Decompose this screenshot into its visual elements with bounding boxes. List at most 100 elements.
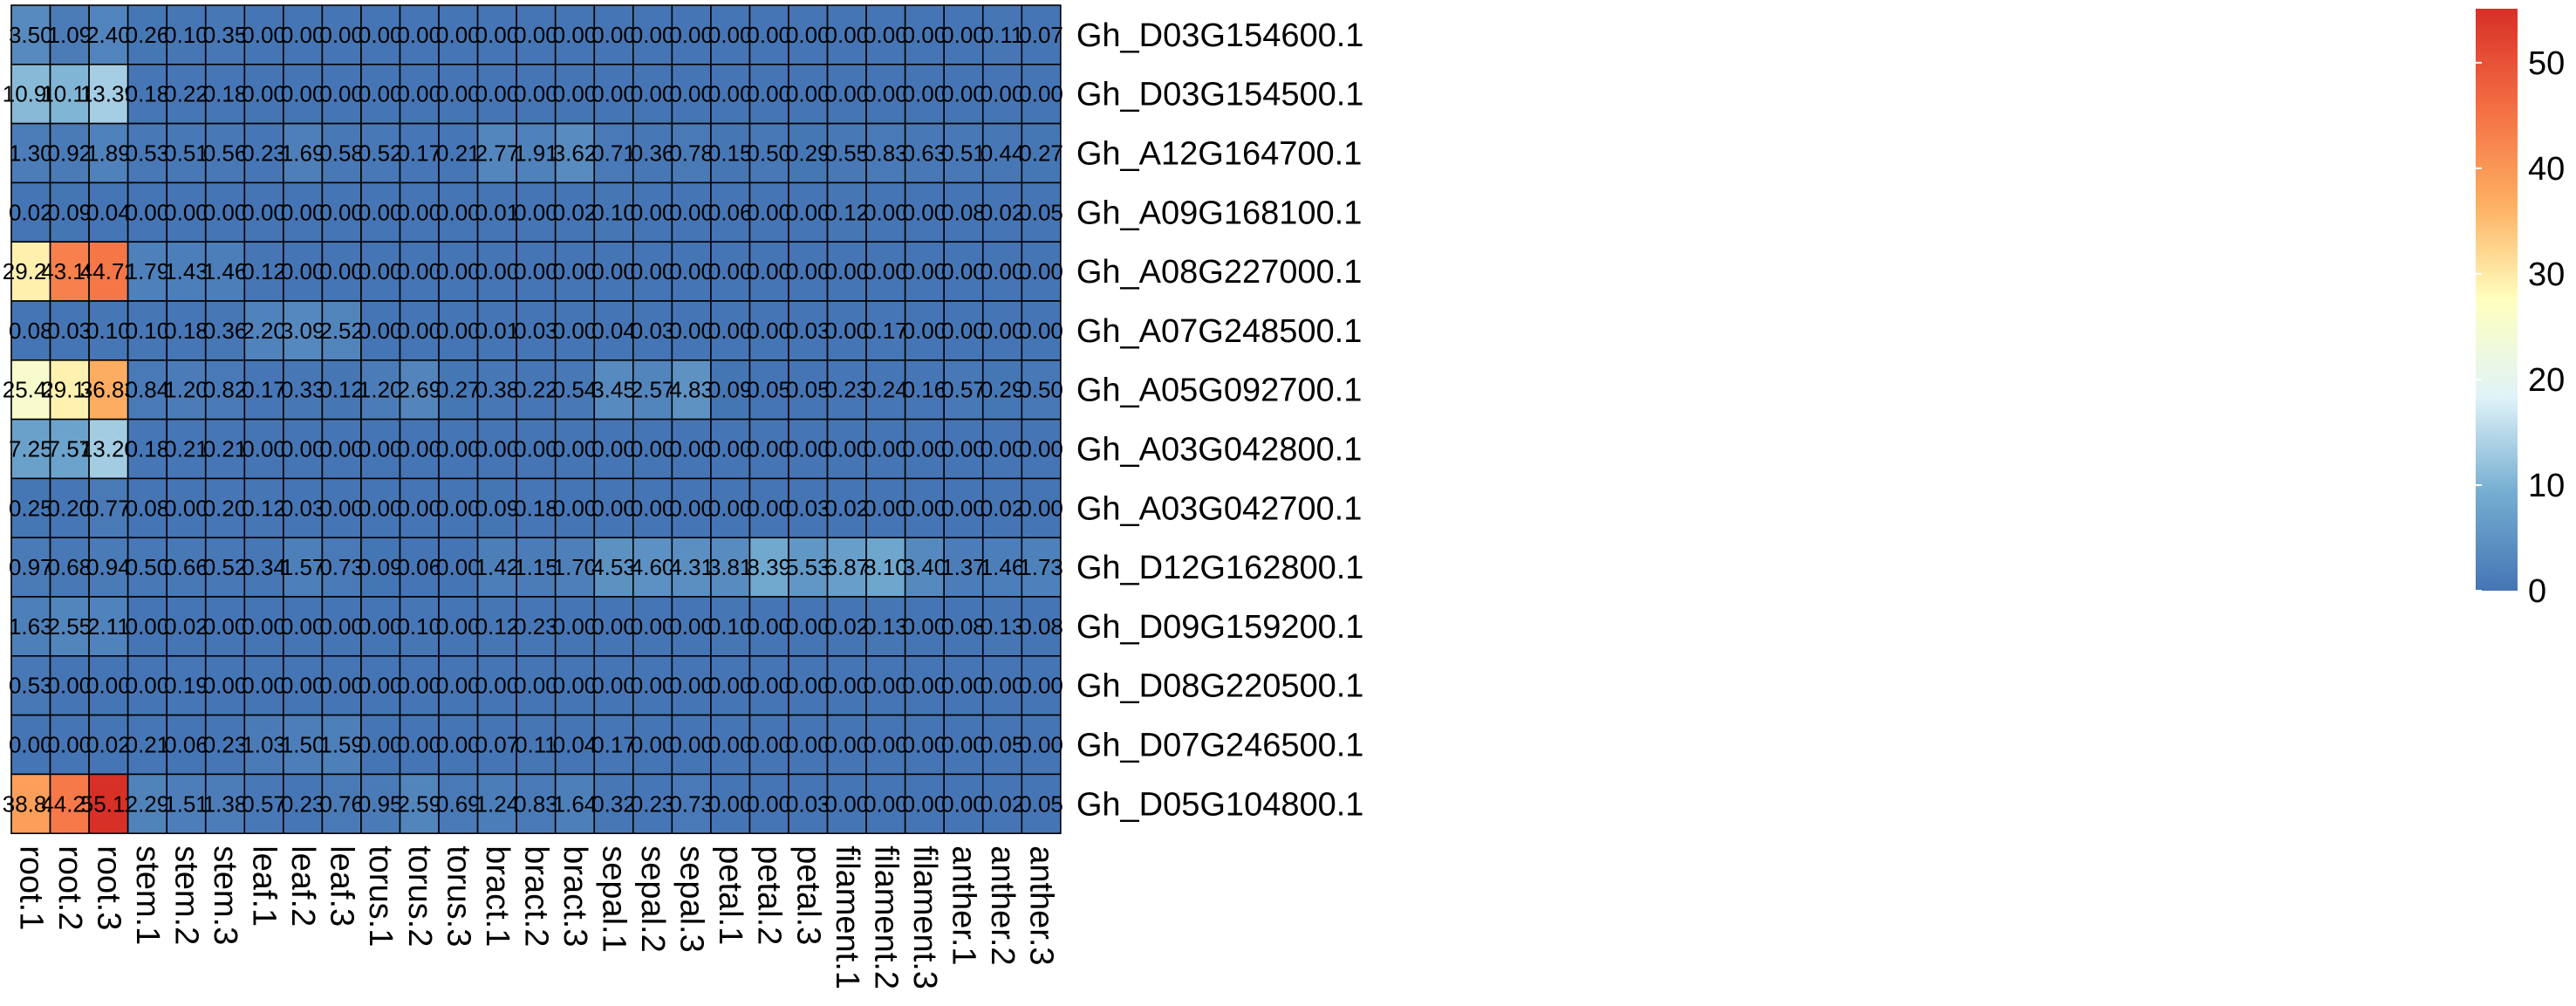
cell-value-label: 2.52 — [319, 318, 364, 344]
heatmap-cell — [204, 122, 246, 184]
cell-value-label: 0.00 — [669, 258, 714, 284]
heatmap-cell — [126, 122, 167, 184]
cell-value-label: 1.64 — [553, 790, 598, 817]
cell-value-label: 0.00 — [281, 673, 325, 699]
heatmap-cell — [981, 241, 1023, 302]
heatmap-cell — [399, 359, 440, 421]
heatmap-cell — [788, 122, 829, 184]
heatmap-cell — [126, 773, 167, 835]
cell-value-label: 1.30 — [9, 140, 53, 167]
cell-value-label: 0.02 — [164, 613, 208, 640]
heatmap-cell — [710, 300, 751, 361]
heatmap-cell — [243, 122, 284, 184]
cell-value-label: 0.00 — [514, 673, 558, 699]
cell-value-label: 0.00 — [553, 436, 598, 462]
heatmap-cell — [360, 773, 401, 835]
cell-value-label: 0.12 — [242, 495, 286, 521]
column-label: root.3 — [90, 845, 126, 930]
cell-value-label: 0.03 — [514, 318, 558, 344]
heatmap-cell — [710, 122, 751, 184]
cell-value-label: 0.00 — [514, 258, 558, 284]
column-label: leaf.3 — [324, 845, 360, 927]
cell-value-label: 0.38 — [475, 377, 520, 403]
heatmap-cell — [981, 300, 1023, 361]
cell-value-label: 0.21 — [164, 436, 208, 462]
cell-value-label: 0.51 — [941, 140, 986, 167]
cell-value-label: 0.00 — [941, 732, 986, 758]
heatmap-cell — [865, 714, 906, 776]
heatmap-cell — [710, 477, 751, 539]
heatmap-cell — [438, 596, 479, 657]
cell-value-label: 0.92 — [48, 140, 92, 167]
cell-value-label: 0.02 — [981, 790, 1025, 817]
cell-value-label: 1.20 — [359, 377, 403, 403]
heatmap-cell — [904, 241, 946, 302]
heatmap-cell — [1021, 773, 1062, 835]
cell-value-label: 0.35 — [203, 22, 248, 48]
column-label: torus.1 — [362, 845, 399, 947]
cell-value-label: 0.00 — [903, 673, 947, 699]
cell-value-label: 0.00 — [319, 495, 364, 521]
heatmap-cell — [88, 359, 129, 421]
cell-value-label: 0.71 — [591, 140, 636, 167]
cell-value-label: 0.00 — [903, 22, 947, 48]
cell-value-label: 0.00 — [786, 673, 830, 699]
cell-value-label: 7.25 — [9, 436, 53, 462]
heatmap-cell — [516, 477, 557, 539]
cell-value-label: 2.55 — [48, 613, 92, 640]
cell-value-label: 0.00 — [475, 81, 520, 107]
column-label: root.2 — [51, 845, 88, 930]
column-labels: root.1 root.2 root.3 stem.1 stem.2 stem.3 leaf… — [12, 845, 1059, 989]
cell-value-label: 3.81 — [708, 554, 753, 580]
cell-value-label: 0.00 — [436, 495, 481, 521]
cell-value-label: 0.00 — [747, 318, 791, 344]
cell-value-label: 0.00 — [397, 732, 441, 758]
cell-value-label: 0.11 — [515, 732, 557, 758]
cell-value-label: 0.00 — [359, 613, 403, 640]
cell-value-label: 0.97 — [9, 554, 53, 580]
cell-value-label: 0.18 — [514, 495, 558, 521]
heatmap-cell — [788, 773, 829, 835]
heatmap-cell — [865, 300, 906, 361]
cell-value-label: 0.17 — [397, 140, 441, 167]
heatmap-cell — [904, 654, 946, 716]
heatmap-cell — [166, 64, 207, 125]
heatmap-cell — [593, 359, 634, 421]
heatmap-cell — [671, 654, 712, 716]
heatmap-cell — [204, 477, 246, 539]
heatmap-cells: 3.501.092.400.260.100.350.000.000.000.00… — [3, 4, 1063, 835]
cell-value-label: 0.00 — [359, 318, 403, 344]
cell-value-label: 0.00 — [941, 673, 986, 699]
cell-value-label: 0.00 — [591, 436, 636, 462]
cell-value-label: 0.00 — [359, 495, 403, 521]
heatmap-cell — [671, 181, 712, 243]
cell-value-label: 0.22 — [514, 377, 558, 403]
heatmap-cell — [904, 64, 946, 125]
cell-value-label: 0.00 — [397, 436, 441, 462]
heatmap-cell — [204, 359, 246, 421]
heatmap-cell — [593, 537, 634, 598]
cell-value-label: 0.00 — [708, 790, 753, 817]
cell-value-label: 1.37 — [941, 554, 986, 580]
cell-value-label: 0.00 — [359, 436, 403, 462]
cell-value-label: 0.06 — [164, 732, 208, 758]
heatmap-cell — [671, 537, 712, 598]
cell-value-label: 0.00 — [242, 673, 286, 699]
cell-value-label: 0.23 — [281, 790, 325, 817]
cell-value-label: 0.02 — [86, 732, 131, 758]
heatmap-cell — [399, 418, 440, 480]
heatmap-cell — [826, 4, 867, 65]
cell-value-label: 1.73 — [1019, 554, 1063, 580]
cell-value-label: 3.09 — [281, 318, 325, 344]
cell-value-label: 0.00 — [436, 258, 481, 284]
cell-value-label: 0.00 — [669, 495, 714, 521]
cell-value-label: 0.05 — [981, 732, 1025, 758]
heatmap-cell — [593, 418, 634, 480]
cell-value-label: 0.00 — [1019, 318, 1063, 344]
heatmap-cell — [865, 181, 906, 243]
column-label: filament.3 — [906, 845, 943, 989]
cell-value-label: 1.79 — [126, 258, 170, 284]
heatmap-cell — [516, 122, 557, 184]
cell-value-label: 0.00 — [747, 790, 791, 817]
cell-value-label: 0.23 — [242, 140, 286, 167]
